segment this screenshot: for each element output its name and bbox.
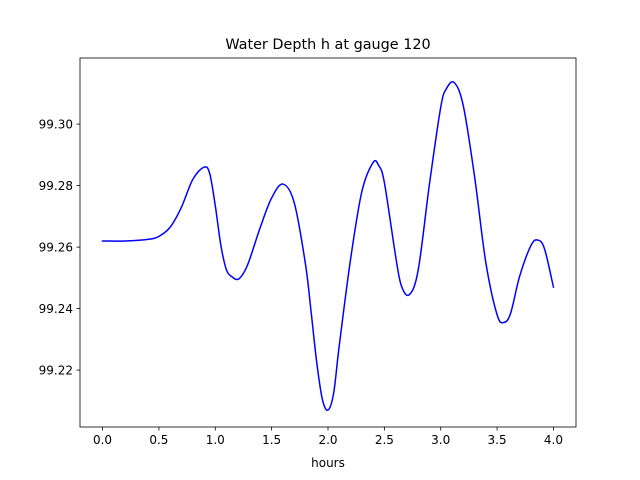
y-tick-label: 99.28 [39, 179, 73, 193]
y-axis: 99.22 99.24 99.26 99.28 99.30 [39, 117, 80, 377]
y-tick-label: 99.30 [39, 117, 73, 131]
x-tick-label: 2.5 [375, 433, 394, 447]
chart-title: Water Depth h at gauge 120 [225, 37, 430, 53]
x-tick-label: 0.0 [93, 433, 112, 447]
y-tick-label: 99.26 [39, 240, 73, 254]
x-tick-label: 2.0 [318, 433, 337, 447]
series-line [101, 81, 555, 411]
x-tick-label: 3.5 [488, 433, 507, 447]
x-axis: 0.0 0.5 1.0 1.5 2.0 2.5 3.0 3.5 4.0 [93, 427, 563, 447]
x-tick-label: 1.5 [262, 433, 281, 447]
x-tick-label: 0.5 [149, 433, 168, 447]
x-tick-label: 4.0 [544, 433, 563, 447]
y-tick-label: 99.22 [39, 363, 73, 377]
x-tick-label: 3.0 [431, 433, 450, 447]
y-tick-label: 99.24 [39, 302, 73, 316]
x-tick-label: 1.0 [206, 433, 225, 447]
x-axis-label: hours [311, 456, 345, 470]
